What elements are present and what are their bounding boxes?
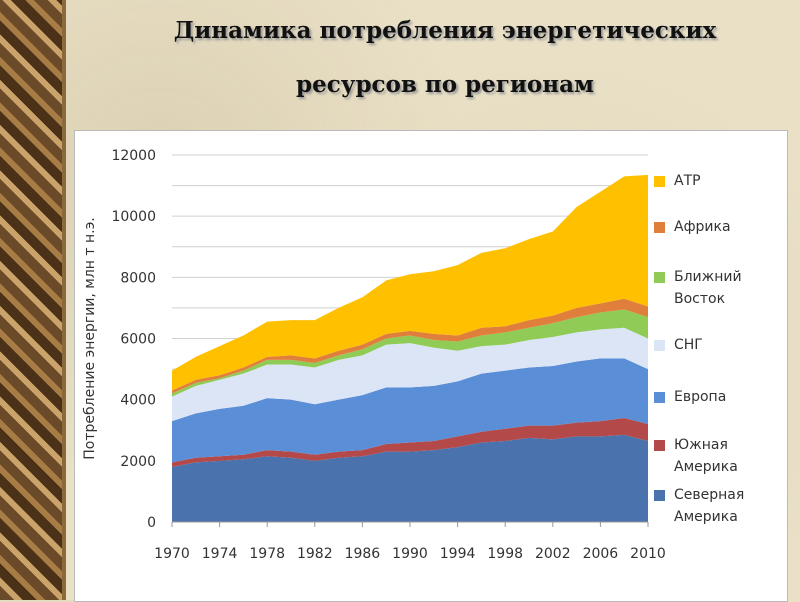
y-tick-label: 4000 — [120, 393, 156, 409]
area — [172, 358, 648, 463]
x-tick-label: 1978 — [249, 546, 285, 562]
area — [172, 434, 648, 522]
legend-swatch — [654, 440, 665, 451]
legend-item: Европа — [654, 386, 774, 408]
legend-swatch — [654, 176, 665, 187]
legend-label: Африка — [674, 219, 731, 235]
legend-label: СНГ — [674, 337, 703, 353]
x-tick-label: 1990 — [392, 546, 428, 562]
legend-swatch — [654, 490, 665, 501]
legend-label: Европа — [674, 389, 727, 405]
y-tick-label: 2000 — [120, 454, 156, 470]
legend-label: АТР — [674, 173, 701, 189]
y-tick-label: 8000 — [120, 270, 156, 286]
legend-item: СНГ — [654, 334, 774, 356]
legend-item: АТР — [654, 170, 774, 192]
legend-item: Африка — [654, 216, 774, 238]
legend-swatch — [654, 272, 665, 283]
area — [172, 327, 648, 422]
y-axis-label: Потребление энергии, млн т н.э. — [82, 217, 98, 460]
area — [172, 309, 648, 397]
legend-swatch — [654, 340, 665, 351]
legend-item: Южная Америка — [654, 434, 774, 478]
legend-item: Северная Америка — [654, 484, 774, 528]
area — [172, 174, 648, 391]
decor-border — [62, 0, 66, 600]
decor-strip — [0, 0, 62, 600]
legend-label: Северная Америка — [674, 487, 745, 525]
x-tick-label: 2010 — [630, 546, 666, 562]
x-tick-label: 1994 — [440, 546, 476, 562]
x-tick-label: 2006 — [583, 546, 619, 562]
x-tick-label: 1970 — [154, 546, 190, 562]
y-tick-label: 12000 — [111, 148, 156, 164]
chart-title: Динамика потребления энергетических ресу… — [173, 17, 717, 98]
legend-item: Ближний Восток — [654, 266, 774, 310]
x-tick-label: 1986 — [345, 546, 381, 562]
y-tick-label: 10000 — [111, 209, 156, 225]
legend-swatch — [654, 392, 665, 403]
y-tick-label: 6000 — [120, 332, 156, 348]
x-tick-label: 1998 — [487, 546, 523, 562]
x-tick-label: 2002 — [535, 546, 571, 562]
x-tick-label: 1982 — [297, 546, 333, 562]
x-tick-label: 1974 — [202, 546, 238, 562]
y-tick-label: 0 — [147, 515, 156, 531]
legend-label: Южная Америка — [674, 437, 738, 475]
legend-swatch — [654, 222, 665, 233]
legend-label: Ближний Восток — [674, 269, 742, 307]
area — [172, 298, 648, 394]
